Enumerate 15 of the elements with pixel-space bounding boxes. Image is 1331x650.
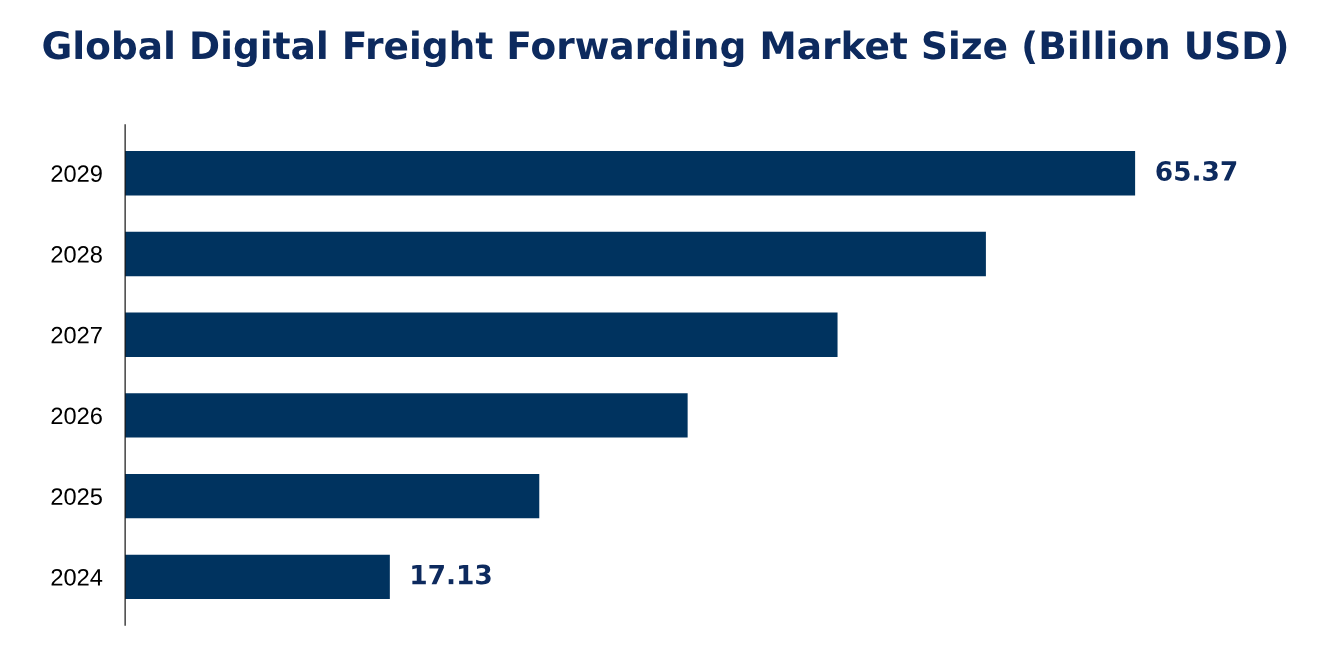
y-tick-label: 2026 <box>51 407 102 425</box>
y-tick-label: 2029 <box>51 165 102 183</box>
y-tick-label: 2024 <box>51 568 103 586</box>
bar <box>125 473 540 519</box>
bar <box>125 231 986 277</box>
bar <box>125 312 838 357</box>
data-label: 17.13 <box>412 564 491 585</box>
y-tick-label: 2028 <box>51 246 102 263</box>
y-tick-label: 2025 <box>51 488 102 505</box>
bar <box>125 554 390 600</box>
bar <box>125 393 688 438</box>
chart-title: Global Digital Freight Forwarding Market Size (Billion USD) <box>43 30 1287 68</box>
data-label: 65.37 <box>1156 160 1237 181</box>
bar <box>125 151 1136 196</box>
y-tick-label: 2027 <box>51 326 102 344</box>
